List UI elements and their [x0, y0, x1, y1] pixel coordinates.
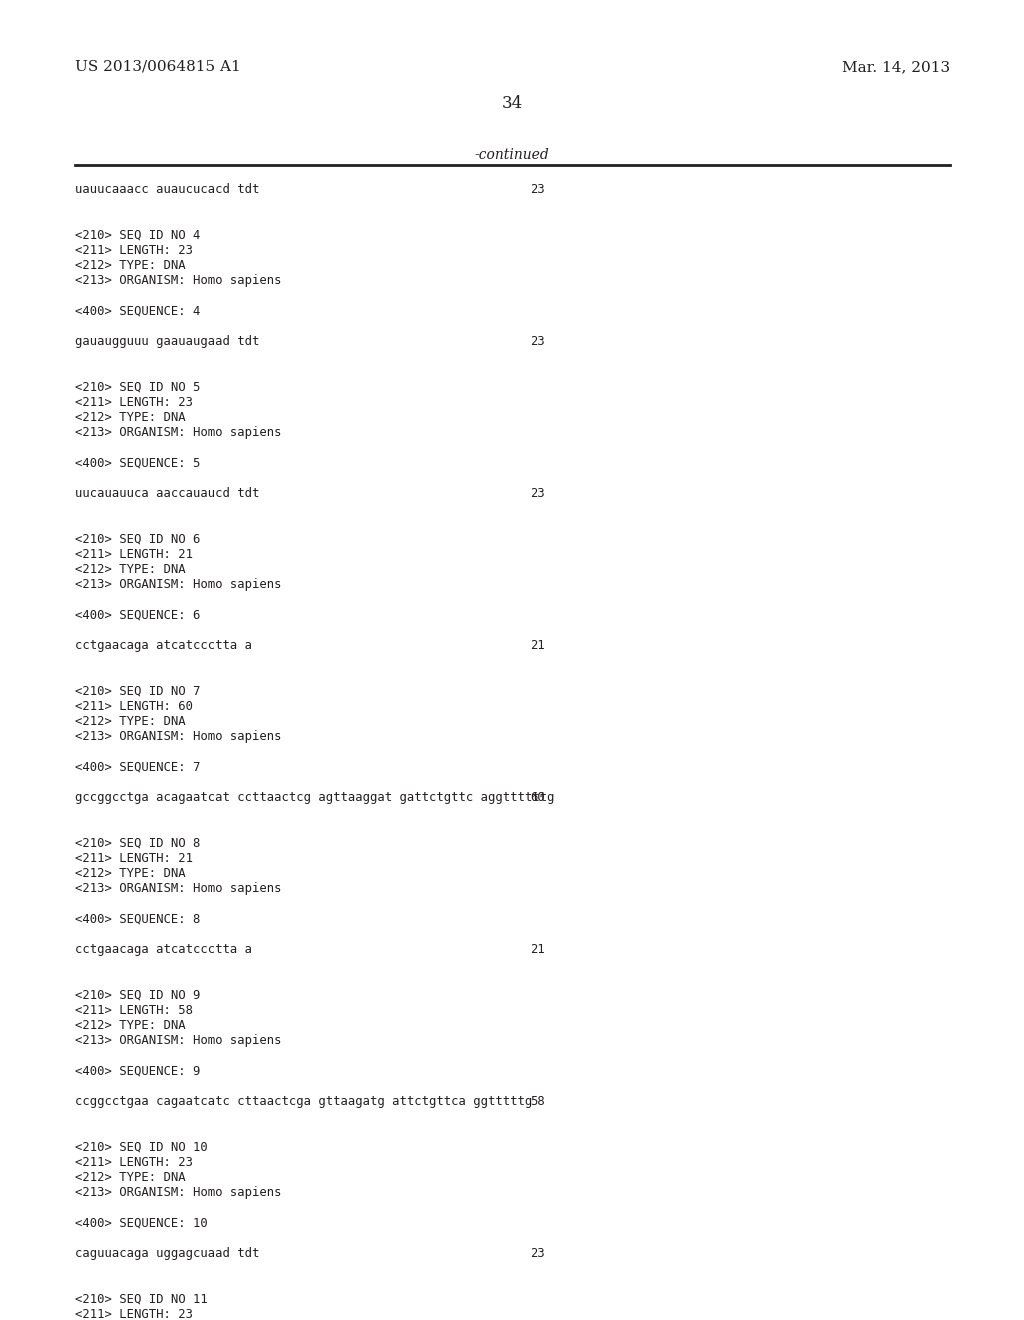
Text: 23: 23	[530, 487, 545, 500]
Text: <211> LENGTH: 23: <211> LENGTH: 23	[75, 1156, 193, 1168]
Text: 23: 23	[530, 335, 545, 348]
Text: <213> ORGANISM: Homo sapiens: <213> ORGANISM: Homo sapiens	[75, 1034, 282, 1047]
Text: uucauauuca aaccauaucd tdt: uucauauuca aaccauaucd tdt	[75, 487, 259, 500]
Text: <212> TYPE: DNA: <212> TYPE: DNA	[75, 867, 185, 880]
Text: <212> TYPE: DNA: <212> TYPE: DNA	[75, 1019, 185, 1032]
Text: <400> SEQUENCE: 8: <400> SEQUENCE: 8	[75, 912, 201, 925]
Text: 21: 21	[530, 639, 545, 652]
Text: <213> ORGANISM: Homo sapiens: <213> ORGANISM: Homo sapiens	[75, 275, 282, 288]
Text: <210> SEQ ID NO 11: <210> SEQ ID NO 11	[75, 1292, 208, 1305]
Text: <210> SEQ ID NO 9: <210> SEQ ID NO 9	[75, 989, 201, 1002]
Text: <211> LENGTH: 23: <211> LENGTH: 23	[75, 244, 193, 257]
Text: <212> TYPE: DNA: <212> TYPE: DNA	[75, 259, 185, 272]
Text: <210> SEQ ID NO 6: <210> SEQ ID NO 6	[75, 532, 201, 545]
Text: <400> SEQUENCE: 9: <400> SEQUENCE: 9	[75, 1065, 201, 1077]
Text: <212> TYPE: DNA: <212> TYPE: DNA	[75, 1171, 185, 1184]
Text: <212> TYPE: DNA: <212> TYPE: DNA	[75, 411, 185, 424]
Text: <210> SEQ ID NO 10: <210> SEQ ID NO 10	[75, 1140, 208, 1154]
Text: <211> LENGTH: 23: <211> LENGTH: 23	[75, 1308, 193, 1320]
Text: uauucaaacc auaucucacd tdt: uauucaaacc auaucucacd tdt	[75, 183, 259, 195]
Text: 58: 58	[530, 1096, 545, 1107]
Text: <213> ORGANISM: Homo sapiens: <213> ORGANISM: Homo sapiens	[75, 426, 282, 440]
Text: <212> TYPE: DNA: <212> TYPE: DNA	[75, 715, 185, 729]
Text: Mar. 14, 2013: Mar. 14, 2013	[842, 59, 950, 74]
Text: <400> SEQUENCE: 4: <400> SEQUENCE: 4	[75, 305, 201, 318]
Text: gauaugguuu gaauaugaad tdt: gauaugguuu gaauaugaad tdt	[75, 335, 259, 348]
Text: <211> LENGTH: 23: <211> LENGTH: 23	[75, 396, 193, 409]
Text: <210> SEQ ID NO 5: <210> SEQ ID NO 5	[75, 380, 201, 393]
Text: <210> SEQ ID NO 8: <210> SEQ ID NO 8	[75, 837, 201, 850]
Text: <211> LENGTH: 21: <211> LENGTH: 21	[75, 548, 193, 561]
Text: <400> SEQUENCE: 10: <400> SEQUENCE: 10	[75, 1217, 208, 1230]
Text: cctgaacaga atcatccctta a: cctgaacaga atcatccctta a	[75, 942, 252, 956]
Text: <211> LENGTH: 21: <211> LENGTH: 21	[75, 851, 193, 865]
Text: <211> LENGTH: 58: <211> LENGTH: 58	[75, 1003, 193, 1016]
Text: <400> SEQUENCE: 7: <400> SEQUENCE: 7	[75, 760, 201, 774]
Text: 21: 21	[530, 942, 545, 956]
Text: US 2013/0064815 A1: US 2013/0064815 A1	[75, 59, 241, 74]
Text: gccggcctga acagaatcat ccttaactcg agttaaggat gattctgttc aggttttttg: gccggcctga acagaatcat ccttaactcg agttaag…	[75, 791, 554, 804]
Text: 60: 60	[530, 791, 545, 804]
Text: <210> SEQ ID NO 4: <210> SEQ ID NO 4	[75, 228, 201, 242]
Text: -continued: -continued	[475, 148, 549, 162]
Text: 34: 34	[502, 95, 522, 112]
Text: <213> ORGANISM: Homo sapiens: <213> ORGANISM: Homo sapiens	[75, 578, 282, 591]
Text: <400> SEQUENCE: 5: <400> SEQUENCE: 5	[75, 457, 201, 470]
Text: <213> ORGANISM: Homo sapiens: <213> ORGANISM: Homo sapiens	[75, 1187, 282, 1199]
Text: <212> TYPE: DNA: <212> TYPE: DNA	[75, 564, 185, 576]
Text: cctgaacaga atcatccctta a: cctgaacaga atcatccctta a	[75, 639, 252, 652]
Text: <213> ORGANISM: Homo sapiens: <213> ORGANISM: Homo sapiens	[75, 882, 282, 895]
Text: <211> LENGTH: 60: <211> LENGTH: 60	[75, 700, 193, 713]
Text: <213> ORGANISM: Homo sapiens: <213> ORGANISM: Homo sapiens	[75, 730, 282, 743]
Text: 23: 23	[530, 183, 545, 195]
Text: <210> SEQ ID NO 7: <210> SEQ ID NO 7	[75, 685, 201, 697]
Text: 23: 23	[530, 1247, 545, 1261]
Text: <400> SEQUENCE: 6: <400> SEQUENCE: 6	[75, 609, 201, 622]
Text: caguuacaga uggagcuaad tdt: caguuacaga uggagcuaad tdt	[75, 1247, 259, 1261]
Text: ccggcctgaa cagaatcatc cttaactcga gttaagatg attctgttca ggtttttg: ccggcctgaa cagaatcatc cttaactcga gttaaga…	[75, 1096, 532, 1107]
